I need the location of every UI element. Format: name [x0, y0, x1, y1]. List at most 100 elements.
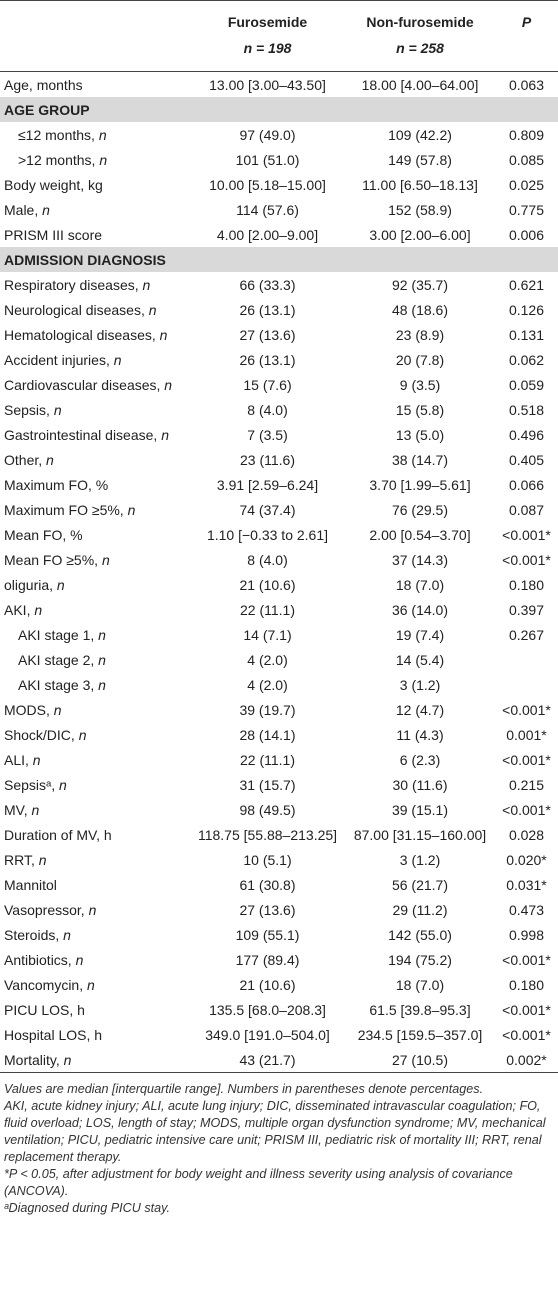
table-row: Sepsisᵃ, n 31 (15.7) 30 (11.6) 0.215	[0, 772, 558, 797]
column-title: P	[521, 14, 532, 30]
p-value: <0.001*	[502, 1001, 551, 1018]
row-label: AKI stage 3, n	[18, 676, 106, 693]
table-row: Cardiovascular diseases, n 15 (7.6) 9 (3.5…	[0, 372, 558, 397]
cell-value: 13 (5.0)	[395, 426, 445, 443]
p-value: <0.001*	[502, 526, 551, 543]
column-count: n = 198	[243, 40, 292, 56]
row-label: ≤12 months, n	[18, 126, 107, 143]
cell-value: 114 (57.6)	[236, 201, 299, 218]
table-row: PRISM III score 4.00 [2.00–9.00] 3.00 [2.0…	[0, 222, 558, 247]
cell-value: 14 (5.4)	[395, 651, 445, 668]
p-value: 0.397	[508, 601, 545, 618]
p-value: 0.062	[508, 351, 545, 368]
row-label: Mannitol	[4, 876, 57, 893]
cell-value: 15 (5.8)	[395, 401, 445, 418]
p-value: <0.001*	[502, 1026, 551, 1043]
row-label: Cardiovascular diseases, n	[4, 376, 173, 393]
table-row: PICU LOS, h 135.5 [68.0–208.3] 61.5 [39.8–…	[0, 997, 558, 1022]
footnotes: Values are median [interquartile range].…	[0, 1073, 558, 1217]
cell-value: 3 (1.2)	[399, 851, 441, 868]
cell-value: 4.00 [2.00–9.00]	[216, 226, 319, 243]
cell-value: 36 (14.0)	[391, 601, 449, 618]
cell-value: 31 (15.7)	[239, 776, 296, 793]
column-count: n = 258	[396, 40, 444, 56]
row-label: Mean FO, %	[4, 526, 83, 543]
row-label: Age, months	[4, 76, 83, 93]
row-label: Body weight, kg	[4, 176, 103, 193]
cell-value: 13.00 [3.00–43.50]	[209, 76, 326, 93]
p-value: 0.473	[508, 901, 545, 918]
section-heading: AGE GROUP	[0, 97, 558, 122]
row-label: Shock/DIC, n	[4, 726, 87, 743]
row-label: Sepsisᵃ, n	[4, 776, 67, 793]
cell-value: 18 (7.0)	[395, 976, 445, 993]
table-row: Steroids, n 109 (55.1) 142 (55.0) 0.998	[0, 922, 558, 947]
cell-value: 118.75 [55.88–213.25]	[197, 826, 338, 843]
cell-value: 6 (2.3)	[399, 751, 441, 768]
cell-value: 152 (58.9)	[388, 201, 452, 218]
table-row: oliguria, n 21 (10.6) 18 (7.0) 0.180	[0, 572, 558, 597]
table-row: Accident injuries, n 26 (13.1) 20 (7.8) 0.0…	[0, 347, 558, 372]
table-row: Vasopressor, n 27 (13.6) 29 (11.2) 0.473	[0, 897, 558, 922]
p-value: <0.001*	[502, 801, 551, 818]
table-row: AKI stage 1, n 14 (7.1) 19 (7.4) 0.267	[0, 622, 558, 647]
table-row: Age, months 13.00 [3.00–43.50] 18.00 [4.00…	[0, 72, 558, 98]
table-row: AKI stage 3, n 4 (2.0) 3 (1.2)	[0, 672, 558, 697]
p-value: 0.405	[508, 451, 545, 468]
table-row: Mean FO, % 1.10 [−0.33 to 2.61] 2.00 [0.54…	[0, 522, 558, 547]
row-label: RRT, n	[4, 851, 47, 868]
table-row: >12 months, n 101 (51.0) 149 (57.8) 0.085	[0, 147, 558, 172]
cell-value: 30 (11.6)	[392, 776, 448, 793]
cell-value: 76 (29.5)	[391, 501, 449, 518]
row-label: Respiratory diseases, n	[4, 276, 151, 293]
cell-value: 135.5 [68.0–208.3]	[209, 1001, 326, 1018]
row-label: Vasopressor, n	[4, 901, 97, 918]
row-label: Gastrointestinal disease, n	[4, 426, 169, 443]
p-value: <0.001*	[502, 951, 551, 968]
table-row: Mannitol 61 (30.8) 56 (21.7) 0.031*	[0, 872, 558, 897]
column-title: Furosemide	[227, 14, 308, 30]
cell-value: 23 (11.6)	[240, 451, 295, 468]
cell-value: 21 (10.6)	[239, 976, 296, 993]
cell-value: 2.00 [0.54–3.70]	[369, 526, 471, 543]
table-row: Mortality, n 43 (21.7) 27 (10.5) 0.002*	[0, 1047, 558, 1073]
cell-value: 97 (49.0)	[239, 126, 296, 143]
cell-value: 12 (4.7)	[395, 701, 445, 718]
row-label: Maximum FO, %	[4, 476, 109, 493]
cell-value: 66 (33.3)	[239, 276, 296, 293]
cell-value: 101 (51.0)	[235, 151, 300, 168]
row-label: >12 months, n	[18, 151, 108, 168]
cell-value: 9 (3.5)	[399, 376, 441, 393]
cell-value: 8 (4.0)	[247, 401, 288, 418]
cell-value: 26 (13.1)	[239, 301, 296, 318]
p-value: <0.001*	[502, 701, 551, 718]
cell-value: 28 (14.1)	[239, 726, 296, 743]
table-row: AKI, n 22 (11.1) 36 (14.0) 0.397	[0, 597, 558, 622]
p-value: 0.267	[508, 626, 545, 643]
row-label: Vancomycin, n	[4, 976, 95, 993]
cell-value: 21 (10.6)	[239, 576, 296, 593]
footnote: AKI, acute kidney injury; ALI, acute lun…	[4, 1099, 546, 1164]
cell-value: 92 (35.7)	[391, 276, 449, 293]
table-row: Respiratory diseases, n 66 (33.3) 92 (35.7…	[0, 272, 558, 297]
cell-value: 48 (18.6)	[391, 301, 449, 318]
table-row: Other, n 23 (11.6) 38 (14.7) 0.405	[0, 447, 558, 472]
table-row: Shock/DIC, n 28 (14.1) 11 (4.3) 0.001*	[0, 722, 558, 747]
footnote: ᵃDiagnosed during PICU stay.	[4, 1201, 170, 1215]
column-title: Non-furosemide	[366, 14, 474, 30]
table-row: Hematological diseases, n 27 (13.6) 23 (8.…	[0, 322, 558, 347]
table-row: Male, n 114 (57.6) 152 (58.9) 0.775	[0, 197, 558, 222]
p-value: 0.006	[508, 226, 545, 243]
table-row: Antibiotics, n 177 (89.4) 194 (75.2) <0.001…	[0, 947, 558, 972]
cell-value: 37 (14.3)	[391, 551, 449, 568]
cell-value: 4 (2.0)	[247, 676, 288, 693]
table-header: Furosemide Non-furosemide P n = 198 n = …	[0, 0, 558, 72]
cell-value: 38 (14.7)	[391, 451, 449, 468]
cell-value: 23 (8.9)	[395, 326, 445, 343]
row-label: AKI stage 2, n	[18, 651, 106, 668]
cell-value: 194 (75.2)	[388, 951, 452, 968]
cell-value: 56 (21.7)	[391, 876, 449, 893]
p-value: 0.066	[508, 476, 545, 493]
table-row: Neurological diseases, n 26 (13.1) 48 (18.…	[0, 297, 558, 322]
